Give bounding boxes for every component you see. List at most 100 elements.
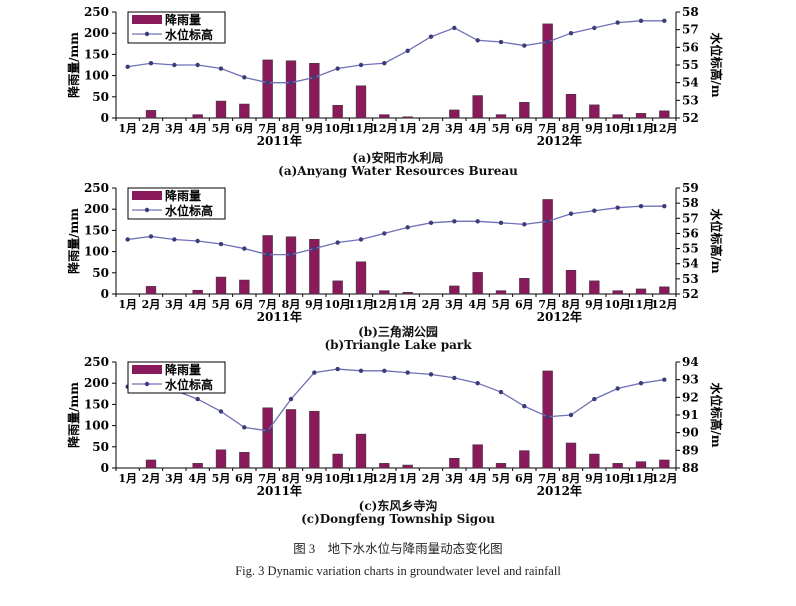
rainfall-bar <box>379 290 390 295</box>
y2-tick-label: 57 <box>682 211 699 225</box>
rainfall-bar <box>262 407 273 469</box>
water-level-point <box>405 225 410 230</box>
x-tick-label: 2月 <box>142 298 161 311</box>
rainfall-bar <box>635 461 647 469</box>
y2-tick-label: 57 <box>682 23 699 37</box>
water-level-point <box>358 62 364 68</box>
y2-tick-label: 93 <box>682 373 699 387</box>
x-tick-label: 11月 <box>348 122 374 135</box>
y-axis-label: 降雨量/mm <box>66 208 81 274</box>
rainfall-bar <box>402 464 413 469</box>
chart-b-title-en: (b)Triangle Lake park <box>324 338 472 352</box>
chart-b-title-cn: (b)三角湖公园 <box>358 325 438 339</box>
water-level-point <box>335 66 340 71</box>
water-level-point <box>522 43 527 48</box>
rainfall-bar <box>262 59 273 119</box>
x-tick-label: 3月 <box>445 298 464 311</box>
x-tick-label: 7月 <box>258 472 277 485</box>
x-tick-label: 6月 <box>515 298 534 311</box>
rainfall-bar <box>145 110 157 119</box>
x-tick-label: 1月 <box>398 122 417 135</box>
chart-a-title-cn: (a)安阳市水利局 <box>352 151 444 165</box>
water-level-point <box>592 396 597 402</box>
figure-caption-en: Fig. 3 Dynamic variation charts in groun… <box>235 564 561 578</box>
y-axis-label: 降雨量/mm <box>66 382 81 448</box>
rainfall-bar <box>612 290 623 295</box>
rainfall-bar <box>239 452 250 469</box>
y-tick-label: 200 <box>84 26 109 40</box>
water-level-point <box>265 428 270 434</box>
water-level-point <box>335 240 340 245</box>
water-level-point <box>125 64 130 69</box>
x-tick-label: 7月 <box>258 122 277 135</box>
water-level-point <box>662 377 667 382</box>
rainfall-bar <box>612 463 623 469</box>
chart-c-title-en: (c)Dongfeng Township Sigou <box>301 512 495 526</box>
x-tick-label: 9月 <box>585 472 604 485</box>
x-tick-label: 2月 <box>422 472 441 485</box>
x-tick-label: 6月 <box>515 472 534 485</box>
x-tick-label: 5月 <box>492 298 511 311</box>
y-tick-label: 150 <box>84 223 109 237</box>
rainfall-bar <box>495 463 507 469</box>
water-level-point <box>382 231 387 236</box>
rainfall-bar <box>449 285 460 295</box>
y2-tick-label: 88 <box>682 461 699 475</box>
water-level-point <box>452 219 457 224</box>
water-level-point <box>568 412 574 418</box>
water-level-point <box>148 234 154 239</box>
x-tick-label: 4月 <box>468 472 487 485</box>
y-axis-label: 降雨量/mm <box>66 32 81 98</box>
water-level-point <box>242 75 247 80</box>
water-level-point <box>405 48 410 54</box>
water-level-point <box>568 31 574 36</box>
x-tick-label: 10月 <box>325 122 351 135</box>
water-level-point <box>265 80 270 85</box>
water-level-point <box>615 20 620 25</box>
water-level-point <box>242 425 247 430</box>
y-tick-label: 150 <box>84 47 109 61</box>
water-level-point <box>172 237 177 242</box>
x-tick-label: 12月 <box>371 122 397 135</box>
y2-tick-label: 91 <box>682 408 699 422</box>
water-level-point <box>195 238 200 244</box>
x-tick-label: 9月 <box>305 472 324 485</box>
y-tick-label: 0 <box>101 287 109 301</box>
y2-axis-label: 水位标高/m <box>709 208 724 273</box>
x-tick-label: 6月 <box>515 122 534 135</box>
water-level-point <box>475 38 480 43</box>
y2-tick-label: 56 <box>682 40 699 54</box>
water-level-point <box>498 39 504 45</box>
water-level-line <box>127 205 665 256</box>
legend-marker <box>144 31 150 37</box>
y2-tick-label: 92 <box>682 390 699 404</box>
rainfall-bar <box>472 95 483 119</box>
year-label: 2011年 <box>257 133 302 148</box>
rainfall-bar <box>285 60 297 119</box>
x-tick-label: 3月 <box>165 122 184 135</box>
x-tick-label: 8月 <box>562 122 581 135</box>
rainfall-bar <box>192 289 203 295</box>
y2-tick-label: 53 <box>682 93 699 107</box>
rainfall-bar <box>472 444 483 469</box>
rainfall-bar <box>449 109 460 119</box>
x-tick-label: 2月 <box>422 122 441 135</box>
rainfall-bar <box>379 463 390 469</box>
x-tick-label: 1月 <box>118 122 137 135</box>
x-tick-label: 7月 <box>538 472 557 485</box>
legend-bar-swatch <box>132 191 162 200</box>
x-tick-label: 1月 <box>398 298 417 311</box>
x-tick-label: 7月 <box>258 298 277 311</box>
y-tick-label: 150 <box>84 397 109 411</box>
x-tick-label: 8月 <box>282 298 301 311</box>
x-tick-label: 12月 <box>651 472 677 485</box>
rainfall-bar <box>379 114 390 119</box>
water-level-point <box>195 62 200 68</box>
y-tick-label: 50 <box>92 266 109 280</box>
water-level-point <box>312 370 317 375</box>
water-level-point <box>452 25 457 31</box>
x-tick-label: 1月 <box>398 472 417 485</box>
y2-tick-label: 58 <box>682 5 699 19</box>
